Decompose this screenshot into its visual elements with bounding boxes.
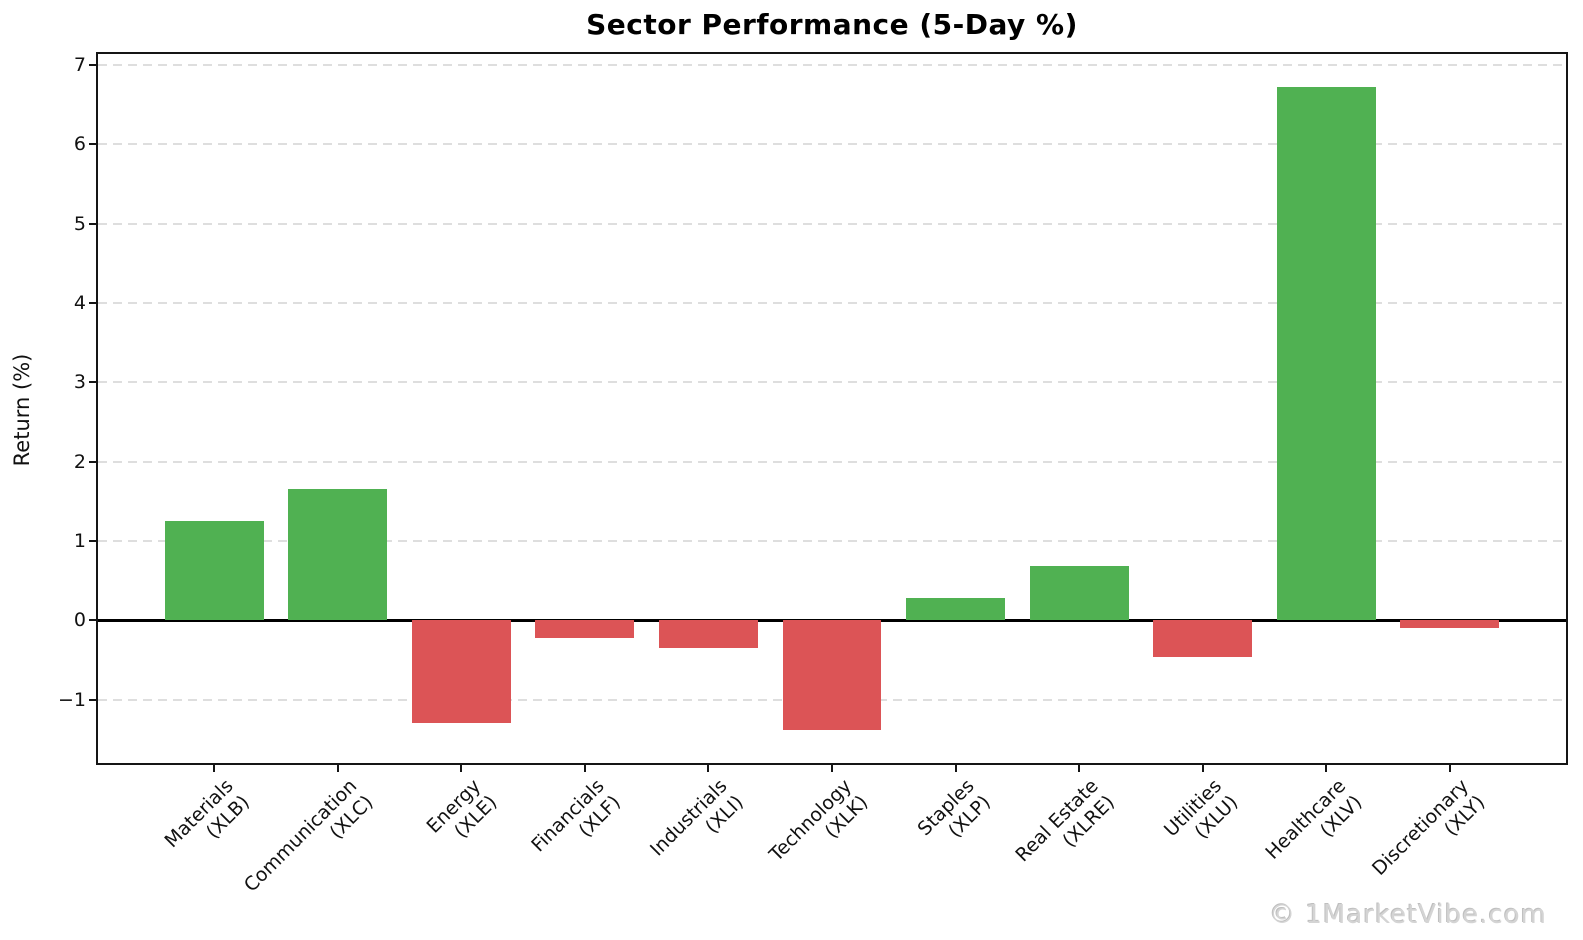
bar-industrials-xli xyxy=(659,620,758,648)
x-tick-mark xyxy=(1201,765,1204,772)
y-tick-label: 0 xyxy=(73,609,86,632)
y-tick-mark xyxy=(89,539,96,542)
x-tick-mark xyxy=(213,765,216,772)
y-tick-mark xyxy=(89,302,96,305)
bar-staples-xlp xyxy=(906,598,1005,621)
y-tick-label: 7 xyxy=(73,54,86,77)
plot-area xyxy=(96,52,1568,765)
bar-energy-xle xyxy=(411,620,511,724)
x-tick-mark xyxy=(1325,765,1328,772)
y-tick-mark xyxy=(89,698,96,701)
x-tick-label: Staples (XLP) xyxy=(914,775,996,857)
y-tick-label: −1 xyxy=(57,688,86,711)
bar-technology-xlk xyxy=(782,620,882,731)
x-tick-label: Communication (XLC) xyxy=(240,775,378,913)
gridline-y-1 xyxy=(98,539,1566,542)
x-tick-mark xyxy=(707,765,710,772)
gridline-y-6 xyxy=(98,143,1566,146)
y-tick-label: 4 xyxy=(73,292,86,315)
x-tick-label: Financials (XLF) xyxy=(527,775,625,873)
y-tick-label: 5 xyxy=(73,212,86,235)
bar-communication-xlc xyxy=(288,489,388,621)
x-tick-label: Materials (XLB) xyxy=(161,775,255,869)
y-tick-mark xyxy=(89,619,96,622)
bar-materials-xlb xyxy=(164,521,264,621)
y-tick-mark xyxy=(89,222,96,225)
bar-real-estate-xlre xyxy=(1029,566,1129,621)
gridline-y-7 xyxy=(98,64,1566,67)
gridline-y-5 xyxy=(98,222,1566,225)
x-tick-label: Healthcare (XLV) xyxy=(1261,775,1367,881)
y-tick-label: 3 xyxy=(73,371,86,394)
gridline-y-2 xyxy=(98,460,1566,463)
gridline-y-4 xyxy=(98,302,1566,305)
x-tick-mark xyxy=(583,765,586,772)
y-tick-label: 2 xyxy=(73,450,86,473)
chart-title: Sector Performance (5-Day %) xyxy=(586,8,1078,41)
x-tick-label: Energy (XLE) xyxy=(422,775,502,855)
bar-healthcare-xlv xyxy=(1276,86,1376,621)
x-tick-mark xyxy=(336,765,339,772)
x-tick-label: Real Estate (XLRE) xyxy=(1011,775,1119,883)
x-tick-label: Discretionary (XLY) xyxy=(1368,775,1490,897)
bar-financials-xlf xyxy=(535,620,635,638)
x-tick-mark xyxy=(1078,765,1081,772)
bar-utilities-xlu xyxy=(1153,620,1253,657)
x-tick-mark xyxy=(1448,765,1451,772)
y-tick-mark xyxy=(89,460,96,463)
y-tick-mark xyxy=(89,381,96,384)
bar-discretionary-xly xyxy=(1400,620,1500,629)
x-tick-label: Technology (XLK) xyxy=(765,775,873,883)
y-tick-mark xyxy=(89,143,96,146)
y-tick-label: 1 xyxy=(73,529,86,552)
x-tick-label: Industrials (XLI) xyxy=(646,775,749,878)
x-tick-mark xyxy=(831,765,833,772)
x-tick-label: Utilities (XLU) xyxy=(1160,775,1243,858)
gridline-y-3 xyxy=(98,381,1566,384)
y-tick-label: 6 xyxy=(73,133,86,156)
y-tick-mark xyxy=(89,64,96,67)
x-tick-mark xyxy=(460,765,463,772)
x-tick-mark xyxy=(954,765,957,772)
watermark: © 1MarketVibe.com xyxy=(1269,900,1547,930)
